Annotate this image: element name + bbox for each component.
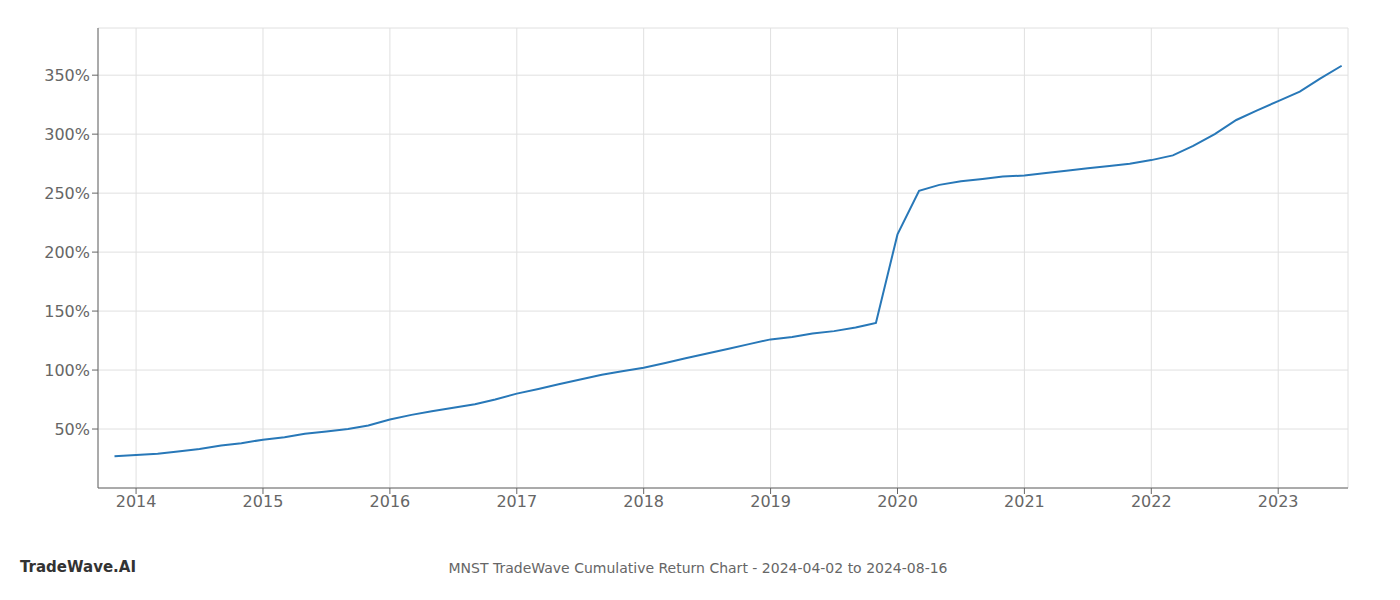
- svg-text:2019: 2019: [750, 492, 791, 511]
- svg-text:2016: 2016: [370, 492, 411, 511]
- svg-text:300%: 300%: [44, 125, 90, 144]
- svg-text:50%: 50%: [54, 420, 90, 439]
- html-text:TradeWave.AI: TradeWave.AI: [20, 558, 136, 576]
- svg-text:2020: 2020: [877, 492, 918, 511]
- svg-text:2023: 2023: [1258, 492, 1299, 511]
- svg-text:2014: 2014: [116, 492, 157, 511]
- svg-text:2018: 2018: [623, 492, 664, 511]
- svg-text:100%: 100%: [44, 361, 90, 380]
- svg-text:2015: 2015: [243, 492, 284, 511]
- svg-text:250%: 250%: [44, 184, 90, 203]
- svg-text:2021: 2021: [1004, 492, 1045, 511]
- svg-text:150%: 150%: [44, 302, 90, 321]
- svg-text:2022: 2022: [1131, 492, 1172, 511]
- svg-text:2017: 2017: [496, 492, 537, 511]
- svg-text:350%: 350%: [44, 66, 90, 85]
- html-text:MNST TradeWave Cumulative Retu: MNST TradeWave Cumulative Return Chart -…: [448, 560, 948, 576]
- svg-text:200%: 200%: [44, 243, 90, 262]
